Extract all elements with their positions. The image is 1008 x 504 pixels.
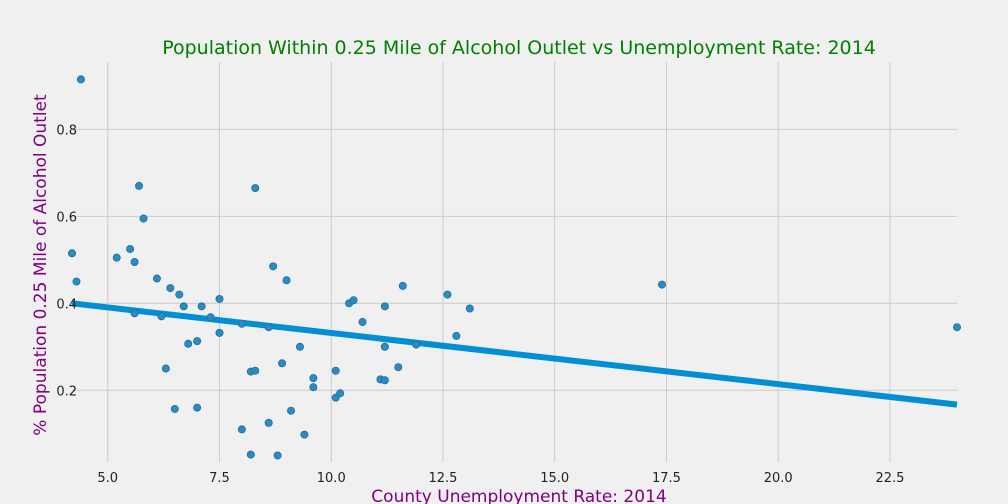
data-point xyxy=(443,290,452,299)
y-tick-label: 0.4 xyxy=(56,297,77,312)
y-tick-label: 0.8 xyxy=(56,123,77,138)
data-point xyxy=(349,296,358,305)
data-point xyxy=(215,294,224,303)
data-point xyxy=(412,340,421,349)
x-tick-label: 20.0 xyxy=(764,471,793,486)
y-axis-label: % Population 0.25 Mile of Alcohol Outlet xyxy=(31,94,51,436)
x-axis-label: County Unemployment Rate: 2014 xyxy=(371,487,666,504)
data-point xyxy=(179,302,188,311)
data-point xyxy=(309,374,318,383)
data-point xyxy=(237,425,246,434)
y-tick-labels: 0.2 0.4 0.6 0.8 xyxy=(56,123,77,399)
data-point xyxy=(166,284,175,293)
data-point xyxy=(953,323,962,332)
data-point xyxy=(139,214,148,223)
data-point xyxy=(193,403,202,412)
data-point xyxy=(309,383,318,392)
data-point xyxy=(295,342,304,351)
data-point xyxy=(161,364,170,373)
data-point xyxy=(135,181,144,190)
data-point xyxy=(175,290,184,299)
x-tick-label: 7.5 xyxy=(209,471,230,486)
data-point xyxy=(394,363,403,372)
data-point xyxy=(76,75,85,84)
data-point xyxy=(273,451,282,460)
data-point xyxy=(152,274,161,283)
data-point xyxy=(184,339,193,348)
data-point xyxy=(465,304,474,313)
x-tick-label: 15.0 xyxy=(540,471,569,486)
data-point xyxy=(68,249,77,258)
x-tick-label: 12.5 xyxy=(429,471,458,486)
data-point xyxy=(300,430,309,439)
data-point xyxy=(206,313,215,322)
data-point xyxy=(287,406,296,415)
data-point xyxy=(251,366,260,375)
data-point xyxy=(380,302,389,311)
data-point xyxy=(380,342,389,351)
trend-line-layer xyxy=(71,300,958,408)
data-point xyxy=(193,337,202,346)
chart-title: Population Within 0.25 Mile of Alcohol O… xyxy=(162,37,876,59)
data-point xyxy=(246,450,255,459)
data-point xyxy=(251,184,260,193)
data-point xyxy=(269,262,278,271)
data-point xyxy=(170,404,179,413)
data-point xyxy=(398,281,407,290)
data-point xyxy=(112,253,121,262)
points-layer xyxy=(68,75,962,460)
data-point xyxy=(358,317,367,326)
data-point xyxy=(264,323,273,332)
data-point xyxy=(126,244,135,253)
data-point xyxy=(197,302,206,311)
data-point xyxy=(157,312,166,321)
x-tick-label: 5.0 xyxy=(97,471,118,486)
data-point xyxy=(215,328,224,337)
data-point xyxy=(237,319,246,328)
data-point xyxy=(278,359,287,368)
x-tick-label: 22.5 xyxy=(875,471,904,486)
data-point xyxy=(658,280,667,289)
data-point xyxy=(380,376,389,385)
x-tick-labels: 5.0 7.5 10.0 12.5 15.0 17.5 20.0 22.5 xyxy=(97,471,904,486)
trend-line xyxy=(71,300,958,408)
x-tick-label: 10.0 xyxy=(317,471,346,486)
x-tick-label: 17.5 xyxy=(652,471,681,486)
data-point xyxy=(72,277,81,286)
data-point xyxy=(331,366,340,375)
data-point xyxy=(130,309,139,318)
y-tick-label: 0.2 xyxy=(56,384,77,399)
data-point xyxy=(452,331,461,340)
data-point xyxy=(282,276,291,285)
data-point xyxy=(336,389,345,398)
y-tick-label: 0.6 xyxy=(56,210,77,225)
data-point xyxy=(264,418,273,427)
data-point xyxy=(130,257,139,266)
